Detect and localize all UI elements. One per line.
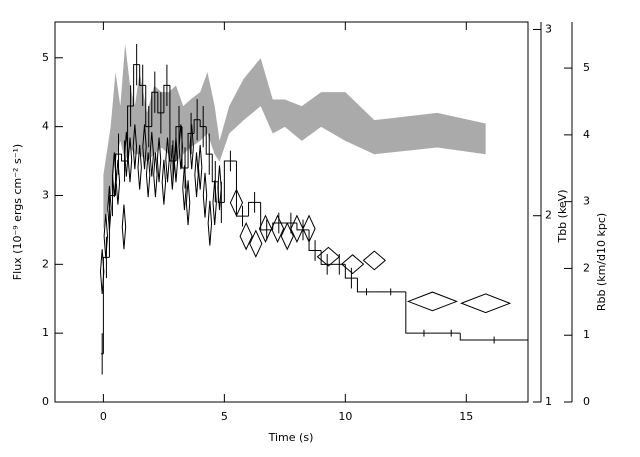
flux-bin <box>223 160 237 203</box>
temperature-diamond <box>107 185 112 231</box>
temperature-diamond <box>202 172 208 218</box>
temperature-diamond <box>170 144 175 190</box>
temperature-diamond <box>121 204 127 250</box>
y2-tick-label: 3 <box>545 22 552 35</box>
temperature-diamond <box>212 180 217 226</box>
flux-bin <box>296 223 310 231</box>
temperature-diamond <box>103 213 109 259</box>
flux-bin <box>405 291 443 334</box>
temperature-diamond <box>406 291 459 312</box>
y3-tick-label: 5 <box>583 61 590 74</box>
flux-bin <box>133 64 140 106</box>
temperature-diamond <box>173 137 179 183</box>
y3-tick-label: 0 <box>583 395 590 408</box>
y-tick-label: 3 <box>42 188 49 201</box>
flux-bin <box>157 92 164 114</box>
flux-bin <box>199 119 207 128</box>
temperature-diamond <box>99 249 105 294</box>
temperature-diamond <box>270 214 285 243</box>
temperature-diamond <box>112 152 117 198</box>
flux-bin <box>163 84 170 113</box>
temperature-diamond <box>132 124 138 170</box>
y-tick-label: 2 <box>42 257 49 270</box>
y2-tick-label: 2 <box>545 209 552 222</box>
flux-bin <box>211 154 219 183</box>
y3-tick-label: 4 <box>583 128 590 141</box>
flux-bin <box>320 250 334 265</box>
flux-bin <box>356 278 376 293</box>
y-tick-label: 0 <box>42 395 49 408</box>
flux-bin <box>344 264 358 279</box>
y-tick-label: 5 <box>42 51 49 64</box>
x-tick-label: 5 <box>221 410 228 423</box>
flux-bin <box>260 202 273 231</box>
temperature-diamond <box>124 131 129 177</box>
temperature-diamond <box>316 246 341 267</box>
radius-band <box>103 44 486 230</box>
flux-bin <box>151 91 158 127</box>
flux-bin <box>308 229 322 252</box>
temperature-diamond <box>302 214 316 243</box>
flux-bin <box>459 333 528 341</box>
temperature-diamond <box>229 188 244 217</box>
plot-frame <box>54 21 529 403</box>
temperature-diamond <box>182 165 187 211</box>
temperature-diamond <box>161 159 167 205</box>
temperature-diamond <box>145 152 151 198</box>
temperature-diamond <box>280 221 294 251</box>
flux-bin <box>108 194 116 258</box>
temperature-diamond <box>217 165 222 211</box>
temperature-diamond <box>258 214 273 243</box>
x-tick-label: 15 <box>459 410 473 423</box>
plot-area <box>99 44 528 375</box>
flux-bin <box>205 126 213 155</box>
temperature-diamond <box>165 137 170 183</box>
temperature-diamond <box>249 229 263 258</box>
temperature-diamond <box>362 250 387 271</box>
flux-bin <box>193 119 201 134</box>
y3-tick-label: 1 <box>583 328 590 341</box>
temperature-diamond <box>127 137 133 183</box>
temperature-diamond <box>153 152 158 198</box>
x-tick-label: 10 <box>338 410 352 423</box>
temperature-diamond <box>207 200 213 246</box>
x-axis-label: Time (s) <box>268 431 314 444</box>
temperature-diamond <box>178 124 184 170</box>
flux-bin <box>145 85 152 128</box>
y2-axis-label: Tbb (keV) <box>556 189 569 243</box>
y-axis-label: Flux (10⁻⁹ ergs cm⁻² s⁻¹) <box>11 144 24 280</box>
temperature-diamond <box>185 180 191 226</box>
temperature-diamond <box>142 124 147 170</box>
y-tick-label: 1 <box>42 326 49 339</box>
temperature-diamond <box>149 131 154 177</box>
y-tick-label: 4 <box>42 120 49 133</box>
temperature-diamond <box>197 144 203 190</box>
y2-tick-label: 1 <box>545 395 552 408</box>
y3-tick-label: 3 <box>583 195 590 208</box>
temperature-diamond <box>460 293 512 314</box>
temperature-diamond <box>115 159 121 205</box>
temperature-diamond <box>239 221 253 251</box>
flux-bin <box>139 64 146 86</box>
temperature-diamond <box>137 144 142 190</box>
temperature-diamond <box>189 124 194 170</box>
temperature-diamond <box>194 152 199 198</box>
temperature-diamond <box>340 254 365 275</box>
flux-bin <box>175 126 183 162</box>
y3-tick-label: 2 <box>583 261 590 274</box>
flux-bin <box>248 201 261 217</box>
flux-bin <box>102 256 110 354</box>
temperature-diamond <box>156 137 162 183</box>
x-tick-label: 0 <box>100 410 107 423</box>
y3-axis-label: Rbb (km/d10 kpc) <box>595 213 608 311</box>
